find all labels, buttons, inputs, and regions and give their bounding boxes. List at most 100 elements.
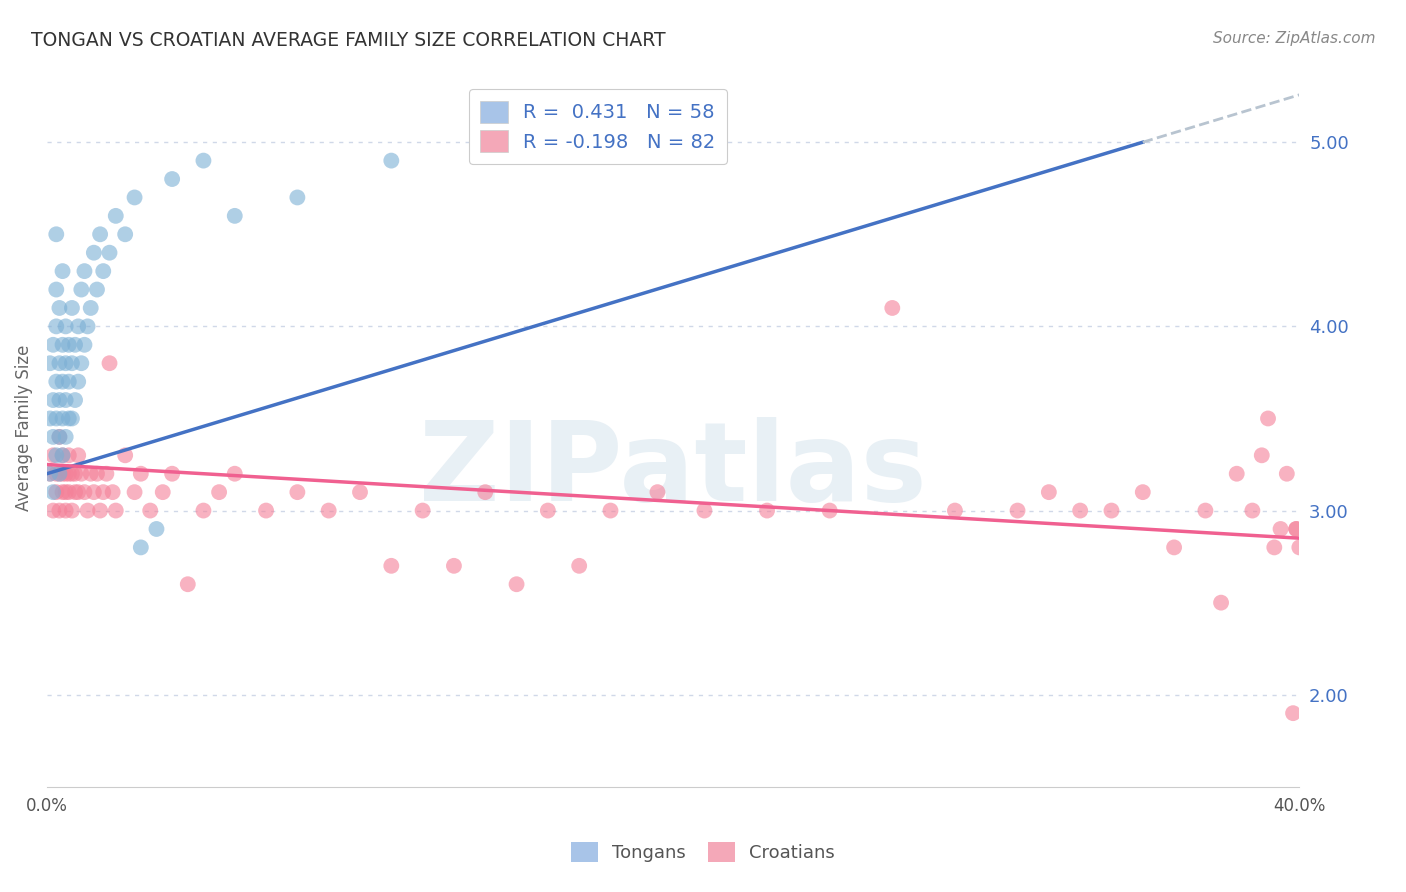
- Point: [818, 503, 841, 517]
- Point: [129, 541, 152, 555]
- Point: [193, 153, 215, 168]
- Point: [80, 467, 103, 481]
- Point: [58, 411, 80, 425]
- Point: [1132, 485, 1154, 500]
- Point: [1275, 467, 1298, 481]
- Legend: R =  0.431   N = 58, R = -0.198   N = 82: R = 0.431 N = 58, R = -0.198 N = 82: [468, 89, 727, 164]
- Point: [58, 448, 80, 462]
- Point: [42, 503, 65, 517]
- Point: [76, 503, 98, 517]
- Point: [51, 375, 73, 389]
- Point: [129, 467, 152, 481]
- Point: [48, 467, 70, 481]
- Point: [86, 283, 108, 297]
- Point: [58, 338, 80, 352]
- Point: [114, 227, 136, 242]
- Text: Source: ZipAtlas.com: Source: ZipAtlas.com: [1212, 31, 1375, 46]
- Point: [1069, 503, 1091, 517]
- Point: [63, 392, 86, 407]
- Point: [63, 338, 86, 352]
- Point: [73, 485, 96, 500]
- Point: [537, 503, 560, 517]
- Point: [45, 448, 67, 462]
- Point: [51, 338, 73, 352]
- Point: [51, 467, 73, 481]
- Point: [647, 485, 669, 500]
- Point: [1270, 522, 1292, 536]
- Point: [42, 338, 65, 352]
- Point: [45, 283, 67, 297]
- Point: [193, 503, 215, 517]
- Point: [145, 522, 167, 536]
- Point: [756, 503, 779, 517]
- Point: [1282, 706, 1305, 721]
- Point: [70, 356, 93, 370]
- Point: [67, 375, 90, 389]
- Point: [39, 411, 62, 425]
- Point: [114, 448, 136, 462]
- Point: [45, 227, 67, 242]
- Point: [152, 485, 174, 500]
- Point: [45, 485, 67, 500]
- Point: [63, 485, 86, 500]
- Point: [55, 392, 77, 407]
- Point: [48, 430, 70, 444]
- Point: [51, 264, 73, 278]
- Point: [67, 485, 90, 500]
- Point: [55, 430, 77, 444]
- Point: [1194, 503, 1216, 517]
- Point: [1285, 522, 1308, 536]
- Point: [380, 558, 402, 573]
- Point: [224, 467, 246, 481]
- Point: [67, 448, 90, 462]
- Point: [86, 467, 108, 481]
- Point: [73, 338, 96, 352]
- Point: [568, 558, 591, 573]
- Point: [51, 411, 73, 425]
- Point: [474, 485, 496, 500]
- Point: [104, 209, 127, 223]
- Point: [98, 245, 121, 260]
- Point: [1038, 485, 1060, 500]
- Point: [51, 448, 73, 462]
- Point: [39, 356, 62, 370]
- Point: [60, 301, 83, 315]
- Point: [55, 503, 77, 517]
- Point: [254, 503, 277, 517]
- Point: [42, 485, 65, 500]
- Point: [89, 227, 111, 242]
- Point: [76, 319, 98, 334]
- Point: [55, 319, 77, 334]
- Point: [380, 153, 402, 168]
- Point: [224, 209, 246, 223]
- Point: [443, 558, 465, 573]
- Point: [58, 467, 80, 481]
- Point: [104, 503, 127, 517]
- Point: [55, 467, 77, 481]
- Point: [1007, 503, 1029, 517]
- Point: [1250, 448, 1272, 462]
- Point: [124, 485, 146, 500]
- Point: [1241, 503, 1264, 517]
- Point: [55, 356, 77, 370]
- Point: [599, 503, 621, 517]
- Point: [80, 301, 103, 315]
- Point: [287, 190, 309, 204]
- Point: [45, 375, 67, 389]
- Point: [45, 467, 67, 481]
- Point: [1163, 541, 1185, 555]
- Point: [882, 301, 904, 315]
- Text: ZIPatlas: ZIPatlas: [419, 417, 927, 524]
- Point: [39, 467, 62, 481]
- Point: [139, 503, 162, 517]
- Point: [60, 467, 83, 481]
- Point: [505, 577, 527, 591]
- Point: [160, 467, 183, 481]
- Point: [693, 503, 716, 517]
- Point: [349, 485, 371, 500]
- Point: [67, 319, 90, 334]
- Point: [48, 392, 70, 407]
- Point: [1226, 467, 1249, 481]
- Point: [51, 448, 73, 462]
- Point: [124, 190, 146, 204]
